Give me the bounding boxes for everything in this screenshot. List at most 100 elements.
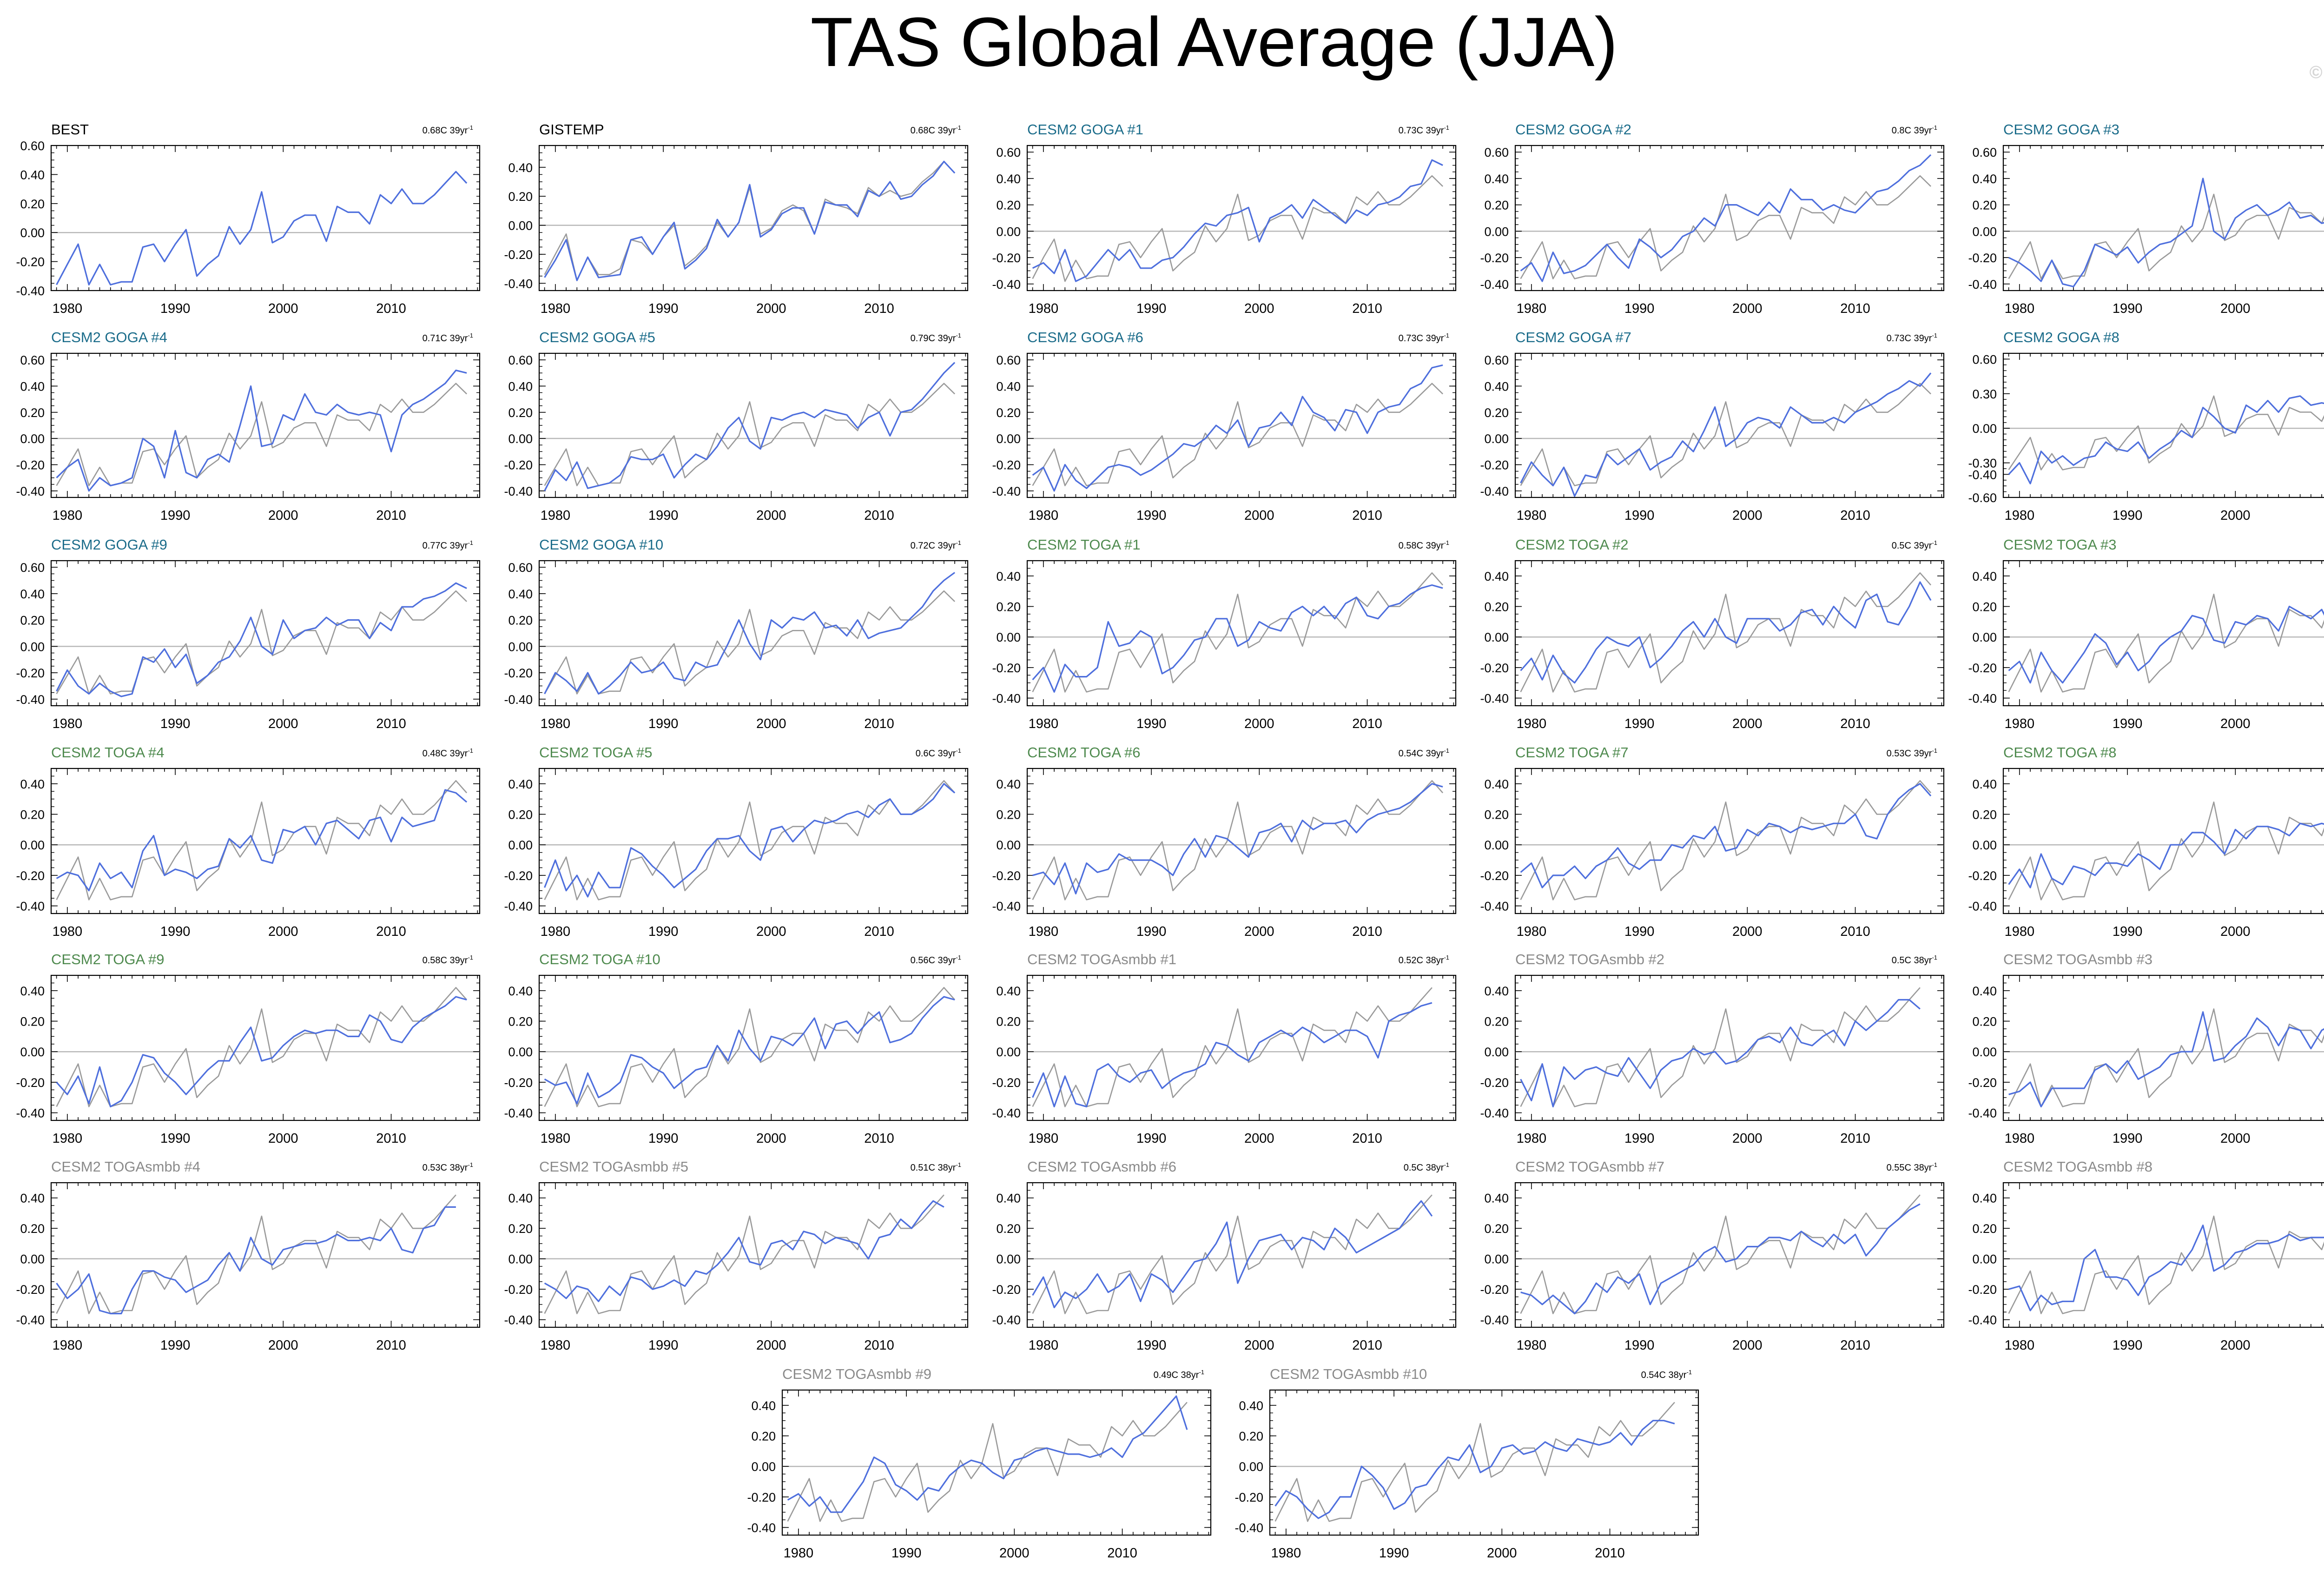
reference-series-line (1520, 1194, 1921, 1314)
trend-exponent: -1 (1199, 1369, 1204, 1376)
x-tick-label: 2010 (1840, 508, 1870, 523)
plot-frame (50, 352, 481, 498)
y-tick-label: 0.00 (1972, 1045, 1997, 1059)
panel-3: 1980 1990 2000 2010 -0.40 -0.20 0.00 0.20 0.40 0.… (992, 121, 1457, 316)
panel-32: 1980 1990 2000 2010 -0.40 -0.20 0.00 0.20 0.40 CE… (1235, 1366, 1699, 1561)
trend-value: 0.73C 39yr (1399, 333, 1444, 344)
y-tick-label: 0.20 (1484, 1222, 1509, 1236)
trend-label: 0.58C 39yr-1 (1399, 539, 1449, 551)
panel-title: CESM2 TOGAsmbb #9 (782, 1366, 931, 1382)
panel-title: CESM2 TOGA #7 (1515, 744, 1629, 761)
x-tick-label: 1980 (541, 924, 571, 939)
plot-frame (1514, 352, 1945, 498)
trend-value: 0.53C 38yr (423, 1163, 468, 1173)
page-title: TAS Global Average (JJA) (810, 3, 1618, 81)
trend-value: 0.58C 39yr (423, 955, 468, 966)
y-tick-label: 0.20 (996, 406, 1021, 420)
x-tick-label: 1990 (1624, 1131, 1655, 1146)
trend-value: 0.8C 39yr (1892, 126, 1932, 136)
x-tick-label: 2010 (376, 301, 406, 316)
x-tick-label: 1980 (541, 1338, 571, 1353)
x-tick-label: 2010 (1840, 1338, 1870, 1353)
y-tick-label: 0.00 (20, 432, 45, 446)
y-tick-label: 0.60 (1972, 146, 1997, 159)
y-tick-label: -0.40 (16, 1106, 45, 1120)
model-series-line (56, 1206, 456, 1315)
trend-label: 0.54C 38yr-1 (1641, 1369, 1692, 1380)
x-tick-label: 2000 (1732, 716, 1763, 731)
plot-frame (1026, 1182, 1457, 1328)
x-tick-label: 1990 (648, 1338, 679, 1353)
model-series-line (1032, 783, 1443, 894)
y-tick-label: 0.20 (508, 1015, 533, 1029)
x-tick-label: 1980 (1271, 1546, 1301, 1561)
y-tick-label: 0.20 (996, 199, 1021, 212)
y-tick-label: 0.40 (1484, 569, 1509, 583)
trend-value: 0.55C 38yr (1887, 1163, 1932, 1173)
y-tick-label: -0.20 (1968, 251, 1997, 265)
x-tick-label: 2010 (1352, 924, 1382, 939)
y-tick-label: -0.40 (992, 278, 1021, 291)
y-tick-label: -0.20 (1480, 251, 1509, 265)
y-tick-label: -0.40 (1480, 1106, 1509, 1120)
trend-value: 0.73C 39yr (1399, 126, 1444, 136)
panel-title: CESM2 GOGA #6 (1027, 329, 1143, 345)
panel-16: 1980 1990 2000 2010 -0.40 -0.20 0.00 0.20 0.40 CE… (16, 744, 481, 939)
y-tick-label: -0.20 (1968, 869, 1997, 883)
y-tick-label: -0.20 (1968, 1076, 1997, 1090)
y-tick-label: 0.20 (20, 1015, 45, 1029)
y-tick-label: 0.40 (996, 777, 1021, 791)
panel-title: CESM2 GOGA #2 (1515, 121, 1631, 138)
y-tick-label: 0.40 (20, 1192, 45, 1205)
plot-frame (781, 1389, 1212, 1536)
y-tick-label: 0.00 (996, 225, 1021, 238)
y-tick-label: 0.00 (1484, 1045, 1509, 1059)
y-tick-label: 0.40 (1239, 1399, 1263, 1413)
y-tick-label: 0.20 (1972, 1015, 1997, 1029)
trend-label: 0.6C 39yr-1 (916, 747, 961, 759)
y-tick-label: 0.40 (20, 168, 45, 182)
x-tick-label: 2000 (268, 508, 298, 523)
y-tick-label: 0.60 (1484, 353, 1509, 367)
y-tick-label: 0.40 (1972, 1192, 1997, 1205)
x-tick-label: 2010 (1840, 1131, 1870, 1146)
panel-title: CESM2 TOGA #10 (539, 951, 660, 967)
x-tick-label: 1990 (1136, 716, 1167, 731)
panel-title: CESM2 GOGA #4 (51, 329, 167, 345)
trend-exponent: -1 (468, 539, 473, 546)
x-tick-label: 2000 (2220, 508, 2251, 523)
plot-frame (2002, 974, 2324, 1121)
x-tick-label: 2010 (1352, 508, 1382, 523)
y-tick-label: -0.20 (1480, 869, 1509, 883)
reference-series-line (787, 1402, 1188, 1522)
x-tick-label: 1990 (160, 716, 191, 731)
panel-title: CESM2 TOGAsmbb #1 (1027, 951, 1176, 967)
x-tick-label: 2010 (376, 1338, 406, 1353)
y-tick-label: -0.20 (16, 1283, 45, 1297)
y-tick-label: -0.40 (1968, 692, 1997, 706)
x-tick-label: 2010 (1595, 1546, 1625, 1561)
x-tick-label: 1990 (2113, 924, 2143, 939)
trend-exponent: -1 (1444, 332, 1449, 339)
y-tick-label: 0.20 (1972, 1222, 1997, 1236)
x-tick-label: 2010 (864, 716, 894, 731)
reference-series-line (56, 590, 468, 695)
y-tick-label: 0.60 (1972, 352, 1997, 366)
y-tick-label: -0.20 (992, 251, 1021, 265)
panel-24: 1980 1990 2000 2010 -0.40 -0.20 0.00 0.20 0.40 CE… (1480, 951, 1945, 1146)
y-tick-label: 0.60 (996, 146, 1021, 159)
y-tick-label: 0.20 (508, 808, 533, 822)
panel-title: CESM2 TOGA #6 (1027, 744, 1141, 761)
y-tick-label: 0.00 (1484, 630, 1509, 644)
y-tick-label: 0.40 (508, 587, 533, 601)
y-tick-label: -0.40 (504, 693, 533, 707)
x-tick-label: 2010 (1107, 1546, 1137, 1561)
y-tick-label: 0.20 (1972, 600, 1997, 614)
y-tick-label: -0.20 (504, 666, 533, 680)
y-tick-label: 0.20 (1484, 1015, 1509, 1029)
y-tick-label: 0.00 (20, 640, 45, 654)
y-tick-label: -0.40 (1235, 1521, 1263, 1535)
trend-label: 0.54C 39yr-1 (1399, 747, 1449, 759)
plot-frame (538, 560, 969, 707)
y-tick-label: 0.20 (996, 600, 1021, 614)
